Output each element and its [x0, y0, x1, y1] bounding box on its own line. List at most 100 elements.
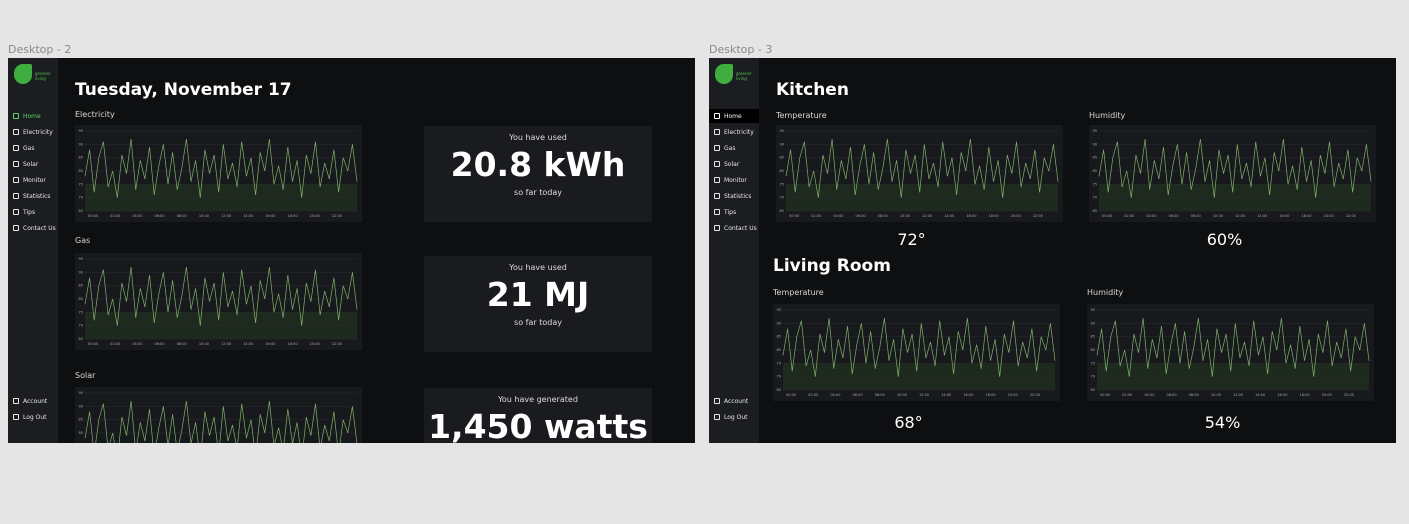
y-tick-label: 80 — [1093, 169, 1097, 173]
y-tick-label: 90 — [1093, 142, 1097, 146]
x-tick-label: 12:00 — [1233, 393, 1243, 397]
nav-text: Monitor — [23, 176, 46, 184]
x-tick-label: 00:00 — [1102, 214, 1112, 218]
nav-item[interactable]: Log Out — [709, 410, 759, 424]
x-tick-label: 22:00 — [1346, 214, 1356, 218]
x-tick-label: 02:00 — [1124, 214, 1134, 218]
y-tick-label: 75 — [780, 182, 784, 186]
x-tick-label: 14:00 — [944, 214, 954, 218]
data-line — [84, 266, 358, 326]
line-chart: 65 70 75 80 85 90 95 00:00 02:00 04:00 06:00 08:00 1… — [75, 125, 362, 222]
line-chart: 65 70 75 80 85 90 95 00:00 02:00 04:00 06:00 08:00 1… — [1087, 304, 1374, 401]
nav-text: Solar — [23, 160, 39, 168]
x-tick-label: 18:00 — [986, 393, 996, 397]
x-tick-label: 20:00 — [1322, 393, 1332, 397]
nav-item[interactable]: Tips — [8, 205, 58, 219]
y-tick-label: 90 — [777, 321, 781, 325]
x-tick-label: 00:00 — [789, 214, 799, 218]
y-tick-label: 70 — [780, 196, 784, 200]
stat-note: so far today — [514, 188, 562, 197]
nav-item[interactable]: Solar — [8, 157, 58, 171]
sensor-reading: 60% — [1206, 230, 1243, 249]
x-tick-label: 06:00 — [155, 342, 165, 346]
nav-item[interactable]: Gas — [8, 141, 58, 155]
nav-text: Solar — [724, 160, 740, 168]
nav-item[interactable]: Contact Us — [709, 221, 759, 235]
nav-item[interactable]: Gas — [709, 141, 759, 155]
y-tick-label: 65 — [1093, 209, 1097, 213]
x-tick-label: 08:00 — [177, 214, 187, 218]
x-tick-label: 08:00 — [875, 393, 885, 397]
sensor-label: Temperature — [776, 111, 827, 120]
x-tick-label: 16:00 — [1279, 214, 1289, 218]
x-tick-label: 20:00 — [1011, 214, 1021, 218]
x-tick-label: 04:00 — [132, 214, 142, 218]
nav-item[interactable]: Account — [709, 394, 759, 408]
y-tick-label: 80 — [79, 431, 83, 435]
nav-text: Gas — [23, 144, 35, 152]
x-tick-label: 18:00 — [288, 214, 298, 218]
x-tick-label: 12:00 — [221, 214, 231, 218]
y-tick-label: 80 — [777, 348, 781, 352]
sensor-label: Temperature — [773, 288, 824, 297]
y-tick-label: 75 — [1091, 361, 1095, 365]
data-line — [84, 138, 358, 198]
y-tick-label: 85 — [1091, 335, 1095, 339]
frame-label: Desktop - 3 — [709, 43, 773, 56]
x-tick-label: 08:00 — [1191, 214, 1201, 218]
logo-text: greener living — [35, 71, 51, 81]
y-tick-label: 95 — [1091, 308, 1095, 312]
nav-item[interactable]: Electricity — [8, 125, 58, 139]
x-tick-label: 10:00 — [1211, 393, 1221, 397]
x-tick-label: 18:00 — [1300, 393, 1310, 397]
sensor-label: Humidity — [1087, 288, 1124, 297]
stat-caption: You have used — [509, 133, 567, 142]
nav-item[interactable]: Monitor — [8, 173, 58, 187]
y-tick-label: 85 — [1093, 156, 1097, 160]
nav-text: Home — [724, 112, 742, 120]
y-tick-label: 70 — [79, 324, 83, 328]
logo-text: greener living — [736, 71, 752, 81]
room-title: Kitchen — [776, 80, 849, 100]
x-tick-label: 10:00 — [897, 393, 907, 397]
y-tick-label: 95 — [1093, 129, 1097, 133]
y-tick-label: 85 — [79, 418, 83, 422]
nav-text: Tips — [23, 208, 36, 216]
nav-item[interactable]: Home — [709, 109, 759, 123]
nav-text: Contact Us — [724, 224, 757, 232]
nav-item[interactable]: Log Out — [8, 410, 58, 424]
nav-item[interactable]: Electricity — [709, 125, 759, 139]
nav-item[interactable]: Statistics — [709, 189, 759, 203]
x-tick-label: 18:00 — [288, 342, 298, 346]
stat-caption: You have used — [509, 263, 567, 272]
x-tick-label: 14:00 — [941, 393, 951, 397]
x-tick-label: 14:00 — [243, 342, 253, 346]
sensor-reading: 72° — [897, 230, 926, 249]
nav-text: Log Out — [724, 413, 748, 421]
stat-value: 1,450 watts — [428, 407, 648, 443]
x-tick-label: 16:00 — [1277, 393, 1287, 397]
nav-item[interactable]: Home — [8, 109, 58, 123]
stat-card: You have generated 1,450 watts — [424, 388, 652, 443]
x-tick-label: 06:00 — [1169, 214, 1179, 218]
nav-item[interactable]: Account — [8, 394, 58, 408]
x-tick-label: 12:00 — [922, 214, 932, 218]
sensor-reading: 68° — [894, 413, 923, 432]
x-tick-label: 06:00 — [1167, 393, 1177, 397]
x-tick-label: 16:00 — [966, 214, 976, 218]
y-tick-label: 90 — [79, 404, 83, 408]
nav-text: Electricity — [23, 128, 53, 136]
nav-text: Statistics — [724, 192, 752, 200]
y-tick-label: 95 — [777, 308, 781, 312]
nav-item[interactable]: Solar — [709, 157, 759, 171]
nav-item[interactable]: Tips — [709, 205, 759, 219]
nav-text: Electricity — [724, 128, 754, 136]
x-tick-label: 04:00 — [1144, 393, 1154, 397]
y-tick-label: 75 — [1093, 182, 1097, 186]
nav-item[interactable]: Statistics — [8, 189, 58, 203]
y-tick-label: 70 — [79, 196, 83, 200]
y-tick-label: 65 — [780, 209, 784, 213]
x-tick-label: 22:00 — [1030, 393, 1040, 397]
nav-item[interactable]: Monitor — [709, 173, 759, 187]
nav-item[interactable]: Contact Us — [8, 221, 58, 235]
